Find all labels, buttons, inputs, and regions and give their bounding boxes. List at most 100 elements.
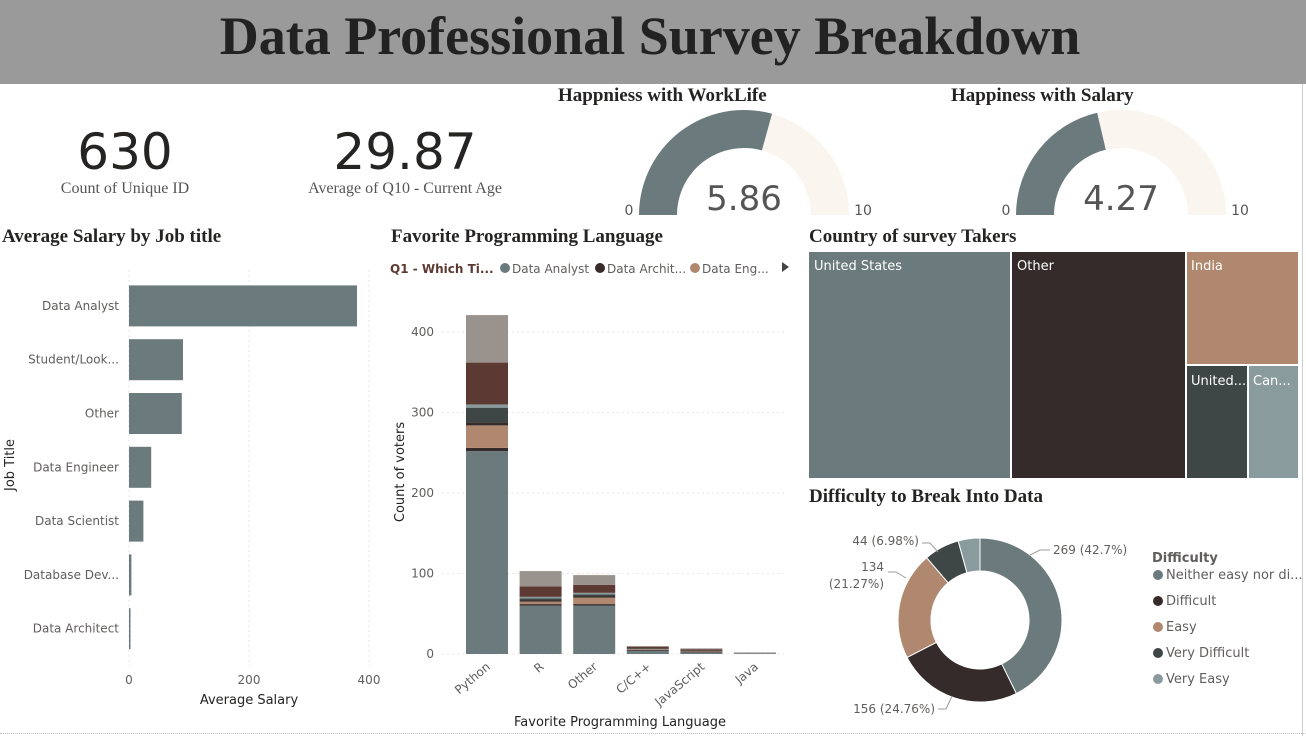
legend-item: Data Archit... xyxy=(607,262,686,276)
gauge-min-label: 0 xyxy=(625,203,634,219)
card-value: 29.87 xyxy=(333,123,477,181)
y-axis-title: Count of voters xyxy=(393,422,408,522)
stacked-bar-segment xyxy=(519,600,562,602)
donut-legend-title: Difficulty xyxy=(1152,551,1218,566)
page-title: Data Professional Survey Breakdown xyxy=(219,6,1081,66)
stacked-bar-segment xyxy=(626,646,669,649)
gauge-salary[interactable]: 4.27 0 10 xyxy=(992,100,1262,225)
stacked-bar-segment xyxy=(626,645,669,647)
x-tick-label: 200 xyxy=(238,673,261,687)
card-average-age[interactable]: 29.87 Average of Q10 - Current Age xyxy=(290,124,520,208)
treemap-label: United States xyxy=(814,259,902,274)
treemap-tile-india[interactable] xyxy=(1185,251,1300,366)
legend-item: Very Difficult xyxy=(1166,646,1249,661)
stacked-bar-segment xyxy=(680,649,723,651)
canvas-bottom-edge xyxy=(0,733,1306,734)
salary-bar xyxy=(129,554,132,596)
language-chart-title: Favorite Programming Language xyxy=(391,226,663,247)
y-tick-label: Data Scientist xyxy=(35,514,119,528)
stacked-bar-segment xyxy=(519,601,562,605)
x-tick-label: C/C++ xyxy=(613,660,653,697)
stacked-bar-segment xyxy=(680,651,723,653)
stacked-bar-segment xyxy=(573,605,616,654)
country-treemap[interactable]: United States Other India United... Can.… xyxy=(808,251,1300,480)
treemap-tile-united-states[interactable] xyxy=(808,251,1012,480)
x-tick-label: R xyxy=(531,660,546,676)
y-tick-label: Data Engineer xyxy=(33,460,119,474)
x-tick-label: JavaScript xyxy=(651,659,707,709)
stacked-bar-segment xyxy=(573,604,616,606)
difficulty-chart-title: Difficulty to Break Into Data xyxy=(809,486,1043,507)
legend-marker xyxy=(595,263,605,273)
card-value: 630 xyxy=(77,123,173,181)
stacked-bar-segment xyxy=(734,652,776,654)
x-axis-title: Average Salary xyxy=(200,693,299,708)
x-tick-label: 0 xyxy=(125,673,133,687)
y-tick-label: 100 xyxy=(411,567,434,581)
difficulty-donut-chart[interactable]: 269 (42.7%) 44 (6.98%) 134 (21.27%) 156 … xyxy=(808,510,1302,732)
stacked-bar-segment xyxy=(519,586,562,597)
leader-line xyxy=(922,542,939,553)
country-chart-title: Country of survey Takers xyxy=(809,226,1017,247)
salary-bar xyxy=(129,608,131,650)
y-tick-label: Data Architect xyxy=(33,622,120,636)
y-tick-label: Student/Look... xyxy=(28,353,119,367)
legend-next-icon[interactable] xyxy=(782,262,789,272)
legend-marker xyxy=(1153,570,1163,580)
stacked-bar-segment xyxy=(680,649,723,650)
stacked-bar-segment xyxy=(573,596,616,598)
treemap-tile-united-kingdom[interactable] xyxy=(1185,364,1249,480)
language-chart[interactable]: Q1 - Which Ti... Data Analyst Data Archit.… xyxy=(386,254,804,736)
legend-item: Data Analyst xyxy=(512,262,589,276)
stacked-bar-segment xyxy=(734,653,776,654)
legend-marker xyxy=(690,263,700,273)
salary-bar xyxy=(129,500,144,542)
x-axis-title: Favorite Programming Language xyxy=(514,715,726,730)
legend-item: Data Eng... xyxy=(702,262,769,276)
leader-line xyxy=(888,571,907,579)
title-bar xyxy=(0,0,1306,84)
treemap-label: Other xyxy=(1017,259,1055,274)
gauge-salary-title: Happiness with Salary xyxy=(951,85,1134,106)
donut-slice xyxy=(957,537,981,574)
stacked-bar-segment xyxy=(573,592,616,595)
treemap-tile-other[interactable] xyxy=(1010,251,1187,480)
leader-line xyxy=(1029,549,1050,556)
gauge-max-label: 10 xyxy=(1231,203,1249,219)
stacked-bar-segment xyxy=(466,362,508,405)
salary-by-job-chart[interactable]: Data Analyst Student/Look... Other Data Eng… xyxy=(0,250,385,720)
gauge-worklife[interactable]: 5.86 0 10 xyxy=(615,100,885,225)
stacked-bar-segment xyxy=(680,648,723,650)
legend-marker xyxy=(1153,674,1163,684)
salary-bar xyxy=(129,393,182,434)
treemap-tile-canada[interactable] xyxy=(1247,364,1300,480)
legend-item: Neither easy nor di... xyxy=(1166,568,1302,583)
salary-bar xyxy=(129,285,357,327)
donut-data-label: (21.27%) xyxy=(829,577,884,591)
stacked-bar-segment xyxy=(466,425,508,448)
stacked-bar-segment xyxy=(573,594,616,597)
y-tick-label: 0 xyxy=(426,647,434,661)
legend-title: Q1 - Which Ti... xyxy=(390,262,494,276)
card-unique-id[interactable]: 630 Count of Unique ID xyxy=(30,124,220,208)
donut-data-label: 269 (42.7%) xyxy=(1053,543,1127,557)
salary-bar xyxy=(129,446,152,488)
stacked-bar-segment xyxy=(466,315,508,363)
y-tick-label: 300 xyxy=(411,406,434,420)
gauge-max-label: 10 xyxy=(854,203,872,219)
stacked-bar-segment xyxy=(519,605,562,654)
stacked-bar-segment xyxy=(466,451,508,654)
canvas-border xyxy=(1302,84,1303,736)
x-tick-label: Java xyxy=(732,660,761,688)
donut-slice xyxy=(979,537,1063,695)
card-label: Average of Q10 - Current Age xyxy=(308,180,502,197)
x-tick-label: 400 xyxy=(358,673,381,687)
stacked-bar-segment xyxy=(626,650,669,654)
salary-chart-title: Average Salary by Job title xyxy=(2,226,222,247)
gauge-fill xyxy=(1016,112,1106,215)
donut-data-label: 44 (6.98%) xyxy=(852,534,919,548)
stacked-bar-segment xyxy=(573,597,616,605)
y-tick-label: 200 xyxy=(411,486,434,500)
y-tick-label: Database Dev... xyxy=(24,568,119,582)
x-tick-label: Python xyxy=(452,660,493,697)
